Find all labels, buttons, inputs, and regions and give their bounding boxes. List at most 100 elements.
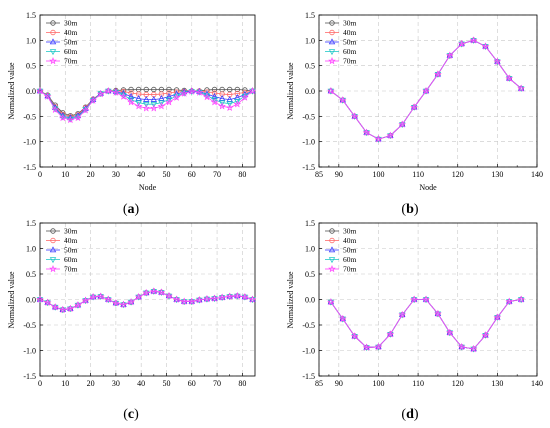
data-point (410, 295, 418, 303)
data-point (203, 295, 211, 303)
series-line (330, 39, 522, 140)
series-40m (328, 296, 524, 352)
data-point (66, 304, 75, 312)
y-axis-title: Normalized value (286, 271, 295, 329)
data-point (43, 298, 52, 306)
data-point (234, 292, 241, 299)
data-point (112, 87, 120, 94)
panel-label: (c) (123, 407, 139, 422)
data-point (127, 298, 135, 306)
data-point (143, 96, 150, 102)
legend-marker (329, 29, 335, 36)
y-tick-label: 1.5 (305, 11, 315, 20)
y-tick-label: -1.0 (302, 138, 315, 147)
data-point (469, 36, 478, 44)
x-tick-label: 80 (238, 170, 246, 179)
data-point (142, 288, 151, 297)
data-point (363, 128, 370, 135)
data-point (362, 128, 371, 136)
data-point (339, 96, 346, 103)
legend-marker (329, 237, 335, 244)
legend-label: 70m (343, 57, 357, 66)
panel-label-open: ( (123, 202, 128, 217)
data-point (422, 295, 430, 303)
data-point (36, 295, 44, 302)
legend-marker (328, 257, 336, 264)
data-point (481, 42, 490, 50)
data-point (434, 70, 442, 78)
data-point (151, 86, 157, 93)
data-point (234, 90, 240, 97)
panel-label-open: ( (401, 407, 406, 422)
legend-marker (50, 237, 56, 244)
x-tick-label: 70 (213, 170, 221, 179)
data-point (218, 102, 226, 110)
data-point (180, 297, 188, 305)
y-tick-label: 0.5 (305, 270, 315, 279)
data-point (51, 105, 59, 113)
legend-marker (50, 228, 56, 234)
series-70m (36, 287, 257, 313)
data-point (248, 295, 257, 303)
data-point (387, 330, 394, 337)
data-point (327, 87, 335, 94)
x-tick-label: 10 (61, 170, 69, 179)
data-point (187, 297, 196, 305)
data-point (58, 305, 67, 313)
legend-marker (49, 38, 57, 45)
x-tick-label: 140 (531, 379, 543, 388)
y-tick-label: 0.5 (26, 62, 36, 71)
data-point (386, 131, 395, 139)
data-point (96, 292, 105, 300)
legend-label: 50m (64, 38, 78, 47)
data-point (74, 301, 82, 309)
x-tick-label: 130 (491, 170, 503, 179)
y-tick-label: 0.5 (26, 270, 36, 279)
data-point (363, 343, 370, 350)
data-point (505, 74, 514, 82)
data-point (210, 98, 219, 106)
data-point (327, 298, 335, 305)
data-point (506, 74, 513, 81)
data-point (36, 87, 44, 94)
x-tick-label: 90 (335, 379, 343, 388)
legend-marker (49, 57, 57, 65)
legend-label: 60m (64, 47, 78, 56)
data-point (218, 100, 226, 107)
legend-label: 70m (343, 265, 357, 274)
y-tick-label: 0.0 (26, 296, 36, 305)
data-point (374, 135, 383, 143)
data-point (104, 87, 113, 95)
legend-marker (328, 57, 336, 65)
x-axis-title: Node (139, 183, 157, 192)
x-tick-label: 40 (137, 170, 145, 179)
y-tick-label: 1.0 (305, 36, 315, 45)
legend-label: 50m (343, 38, 357, 47)
data-point (142, 104, 151, 112)
data-point (375, 343, 382, 350)
data-point (469, 344, 478, 353)
data-point (482, 331, 489, 338)
y-tick-label: -0.5 (23, 112, 36, 121)
series-50m (327, 295, 525, 352)
x-tick-label: 60 (188, 170, 196, 179)
data-point (157, 288, 166, 296)
panel-label-open: ( (123, 407, 128, 422)
y-tick-label: -1.5 (23, 163, 36, 172)
legend-label: 30m (343, 227, 357, 236)
legend-marker (49, 246, 57, 253)
x-tick-label: 30 (112, 170, 120, 179)
data-point (195, 88, 204, 96)
chart-panel-1: 0 10 20 30 40 50 60 70 80 1.5 1.0 0.5 0.0 -0.5 -1.0 -1.… (7, 11, 257, 217)
x-tick-label: 10 (61, 379, 69, 388)
data-point (119, 300, 128, 308)
data-point (410, 295, 418, 302)
data-point (434, 309, 442, 318)
data-point (51, 303, 59, 311)
data-point (195, 296, 204, 304)
data-point (410, 103, 418, 111)
data-point (36, 295, 44, 303)
